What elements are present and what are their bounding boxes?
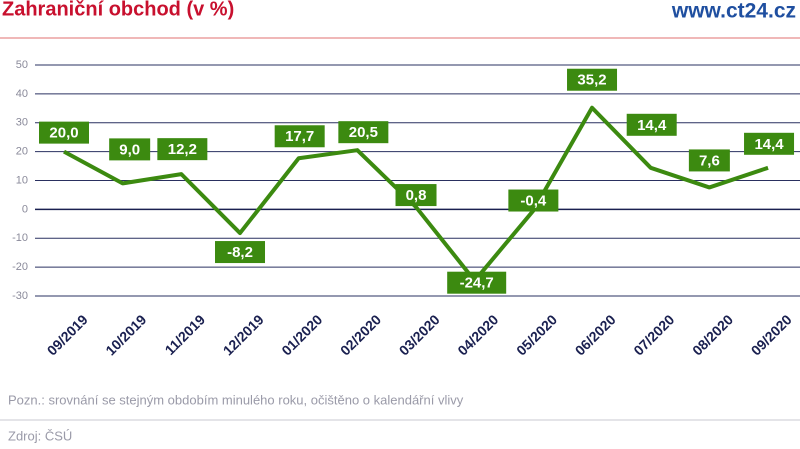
y-tick-label: 0 — [22, 203, 28, 215]
y-tick-label: 30 — [16, 117, 28, 129]
value-label-box — [39, 121, 89, 144]
chart-title: Zahraniční obchod (v %) — [2, 0, 234, 20]
value-label-box — [626, 113, 677, 136]
x-tick-label: 05/2020 — [513, 311, 560, 358]
x-tick-label: 10/2019 — [102, 311, 149, 358]
value-label: 7,6 — [699, 152, 720, 169]
brand: www.ct24.cz — [671, 0, 796, 23]
data-line — [63, 105, 769, 283]
value-label-box — [338, 121, 389, 144]
x-tick-label: 07/2020 — [630, 311, 677, 358]
value-label: 20,5 — [349, 124, 378, 141]
value-label-box — [109, 138, 151, 161]
value-label: 14,4 — [754, 136, 784, 153]
x-tick-label: 06/2020 — [572, 311, 619, 358]
value-label: -0,4 — [520, 192, 547, 209]
x-tick-label: 12/2019 — [220, 311, 267, 358]
value-label-box — [395, 184, 437, 207]
value-label: -24,7 — [460, 275, 494, 292]
value-label-box — [688, 149, 730, 172]
x-tick-label: 01/2020 — [278, 311, 325, 358]
y-tick-label: 40 — [16, 88, 28, 100]
value-label: 20,0 — [49, 125, 78, 142]
value-label-box — [744, 132, 795, 155]
y-tick-label: -30 — [12, 290, 28, 302]
x-tick-label: 04/2020 — [454, 311, 501, 358]
value-label: -8,2 — [227, 244, 253, 261]
y-tick-label: -10 — [12, 232, 28, 244]
value-label-box — [215, 241, 266, 264]
y-tick-label: 50 — [16, 59, 28, 71]
value-label: 9,0 — [119, 141, 140, 158]
value-label: 12,2 — [168, 141, 197, 158]
x-tick-label: 02/2020 — [337, 311, 384, 358]
value-label-box — [274, 125, 325, 148]
x-tick-label: 09/2019 — [44, 311, 91, 358]
value-label-box — [567, 68, 618, 91]
y-tick-label: 10 — [16, 174, 28, 186]
note: Pozn.: srovnání se stejným obdobím minul… — [8, 392, 464, 407]
value-label-box — [447, 271, 507, 294]
x-tick-label: 09/2020 — [748, 311, 795, 358]
y-tick-label: -20 — [12, 261, 28, 273]
x-tick-label: 08/2020 — [689, 311, 736, 358]
value-label-box — [508, 189, 559, 212]
y-tick-label: 20 — [16, 146, 28, 158]
source: Zdroj: ČSÚ — [8, 428, 72, 443]
value-label: 0,8 — [406, 187, 427, 204]
x-tick-label: 11/2019 — [162, 311, 209, 358]
value-label-box — [157, 138, 208, 161]
value-label: 17,7 — [285, 128, 314, 145]
value-label: 14,4 — [637, 117, 667, 134]
x-tick-label: 03/2020 — [396, 311, 443, 358]
value-label: 35,2 — [577, 72, 606, 89]
